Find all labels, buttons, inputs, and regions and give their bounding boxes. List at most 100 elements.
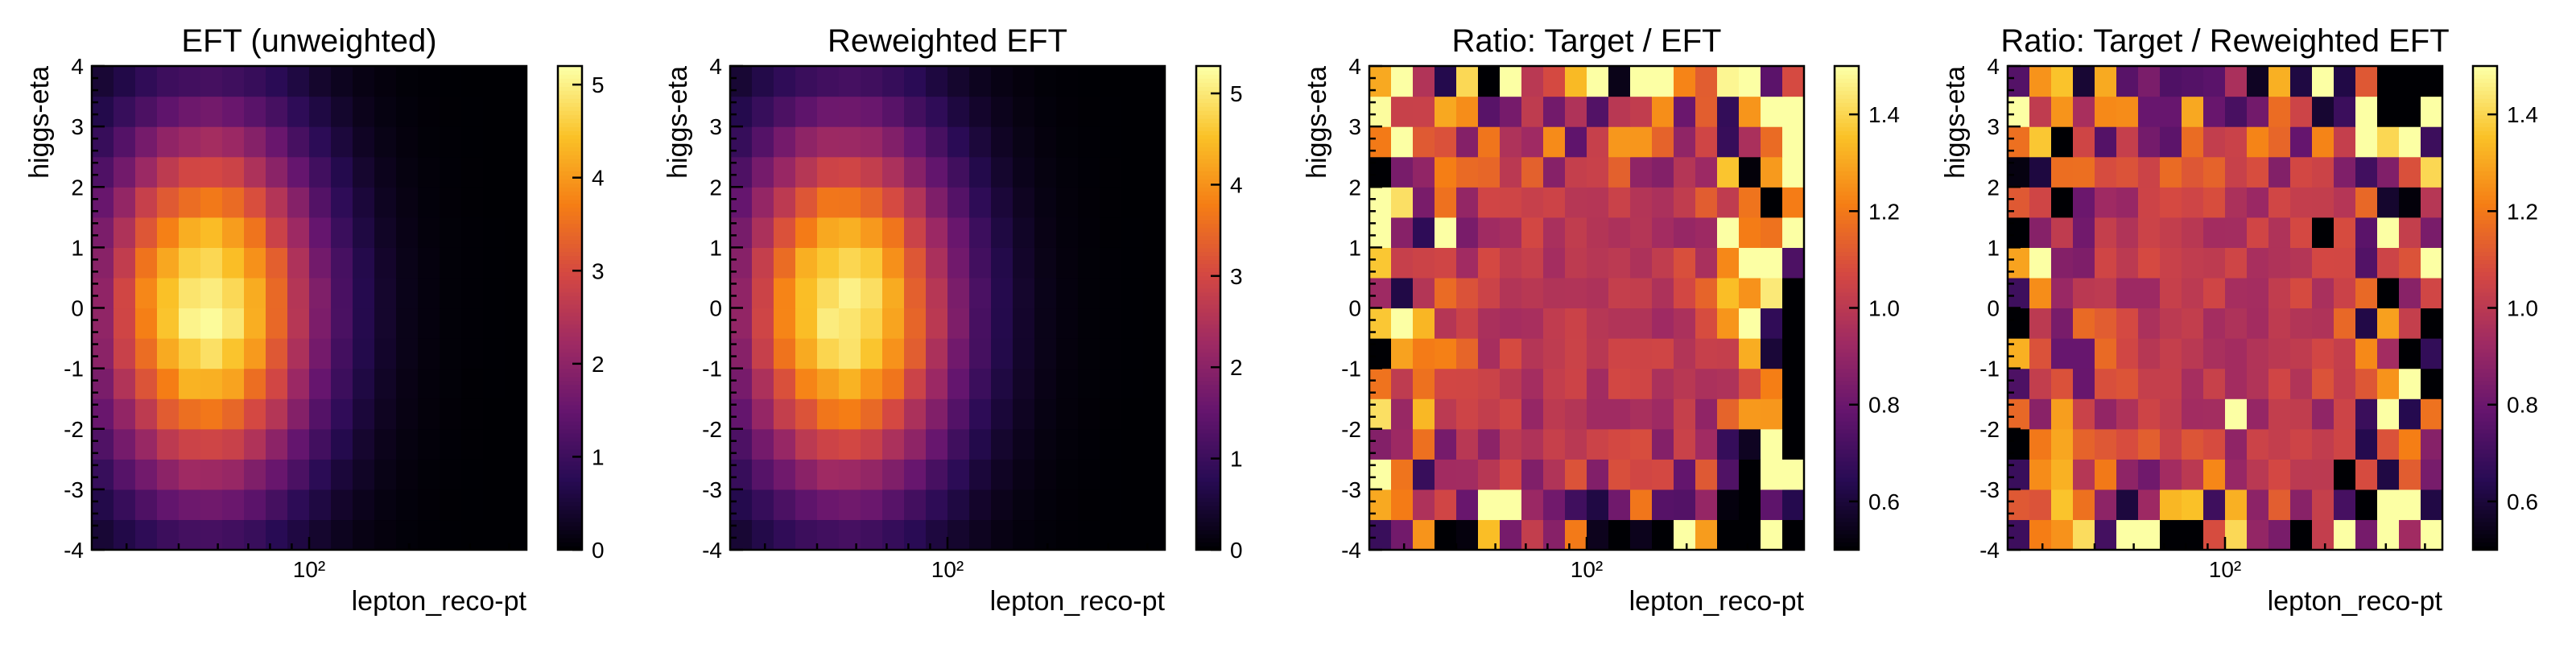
heatmap-cell bbox=[839, 368, 861, 399]
heatmap-cell bbox=[1500, 368, 1522, 399]
heatmap-cell bbox=[2051, 489, 2074, 521]
heatmap-cell bbox=[795, 187, 818, 218]
heatmap-cell bbox=[2203, 96, 2226, 127]
heatmap-cell bbox=[1565, 126, 1587, 158]
heatmap-cell bbox=[1456, 459, 1479, 490]
heatmap-cell bbox=[92, 217, 114, 248]
heatmap-cell bbox=[1521, 489, 1544, 521]
heatmap-cell bbox=[244, 66, 266, 97]
heatmap-cell bbox=[882, 459, 905, 490]
x-axis-label: lepton_reco-pt bbox=[1629, 586, 1805, 617]
heatmap-cell bbox=[222, 307, 245, 339]
heatmap-cell bbox=[1521, 66, 1544, 97]
heatmap-cell bbox=[795, 428, 818, 460]
heatmap-cell bbox=[418, 187, 440, 218]
heatmap-cell bbox=[2160, 126, 2182, 158]
colorbar-segment bbox=[2473, 460, 2497, 466]
heatmap-cell bbox=[1608, 519, 1631, 551]
heatmap-cell bbox=[2029, 66, 2052, 97]
colorbar-segment bbox=[1835, 364, 1859, 369]
colorbar-tick-label: 1.0 bbox=[2507, 296, 2538, 321]
heatmap-cell bbox=[2290, 307, 2313, 339]
heatmap-cell bbox=[309, 66, 332, 97]
y-tick-label: 4 bbox=[1348, 54, 1361, 79]
heatmap-cell bbox=[222, 459, 245, 490]
heatmap-cell bbox=[2182, 277, 2204, 309]
colorbar-segment bbox=[2473, 287, 2497, 293]
colorbar-segment bbox=[1835, 360, 1859, 365]
heatmap-cell bbox=[969, 96, 992, 127]
heatmap-cell bbox=[1565, 217, 1587, 248]
heatmap-cell bbox=[1674, 368, 1696, 399]
heatmap-cell bbox=[266, 398, 288, 430]
heatmap-cell bbox=[2399, 428, 2421, 460]
heatmap-cell bbox=[1652, 247, 1674, 279]
colorbar-segment bbox=[1835, 481, 1859, 486]
heatmap-cell bbox=[287, 398, 310, 430]
colorbar-segment bbox=[1196, 336, 1220, 341]
colorbar-segment bbox=[1196, 94, 1220, 99]
heatmap-cell bbox=[1587, 156, 1609, 188]
heatmap-cell bbox=[1500, 398, 1522, 430]
colorbar-segment bbox=[1835, 473, 1859, 478]
heatmap-cell bbox=[1143, 519, 1166, 551]
heatmap-cell bbox=[774, 398, 796, 430]
heatmap-cell bbox=[1761, 338, 1783, 369]
heatmap-cell bbox=[2377, 66, 2400, 97]
heatmap-cell bbox=[774, 217, 796, 248]
colorbar-segment bbox=[558, 203, 582, 208]
colorbar-segment bbox=[1196, 231, 1220, 237]
heatmap-cell bbox=[1078, 217, 1100, 248]
heatmap-cell bbox=[1500, 489, 1522, 521]
heatmap-cell bbox=[200, 519, 223, 551]
heatmap-cell bbox=[2051, 428, 2074, 460]
heatmap-cell bbox=[2225, 96, 2248, 127]
heatmap-cell bbox=[882, 126, 905, 158]
heatmap-cell bbox=[1456, 519, 1479, 551]
heatmap-cell bbox=[882, 428, 905, 460]
colorbar-segment bbox=[1835, 187, 1859, 192]
heatmap-cell bbox=[1717, 277, 1740, 309]
heatmap-cell bbox=[1695, 459, 1718, 490]
colorbar-segment bbox=[558, 464, 582, 470]
heatmap-cell bbox=[331, 277, 353, 309]
heatmap-cell bbox=[861, 428, 883, 460]
heatmap-cell bbox=[2138, 156, 2161, 188]
heatmap-cell bbox=[2268, 307, 2291, 339]
heatmap-cell bbox=[2399, 459, 2421, 490]
heatmap-cell bbox=[1565, 247, 1587, 279]
heatmap-cell bbox=[1739, 368, 1761, 399]
heatmap-cell bbox=[114, 66, 136, 97]
heatmap-cell bbox=[1391, 96, 1414, 127]
heatmap-cell bbox=[1013, 338, 1035, 369]
heatmap-cell bbox=[266, 96, 288, 127]
colorbar-segment bbox=[558, 412, 582, 418]
heatmap-cell bbox=[179, 428, 201, 460]
heatmap-cell bbox=[396, 459, 419, 490]
heatmap-cell bbox=[1739, 126, 1761, 158]
heatmap-cell bbox=[309, 307, 332, 339]
heatmap-cell bbox=[1630, 398, 1653, 430]
heatmap-cell bbox=[1739, 428, 1761, 460]
heatmap-cell bbox=[2051, 338, 2074, 369]
heatmap-cell bbox=[904, 187, 927, 218]
heatmap-cell bbox=[374, 307, 397, 339]
colorbar-segment bbox=[1835, 82, 1859, 87]
heatmap-cell bbox=[135, 156, 158, 188]
heatmap-cell bbox=[839, 338, 861, 369]
colorbar-segment bbox=[1835, 295, 1859, 301]
heatmap-cell bbox=[1391, 428, 1414, 460]
colorbar-tick-label: 5 bbox=[592, 72, 605, 97]
colorbar-segment bbox=[2473, 307, 2497, 313]
heatmap-cell bbox=[2421, 217, 2443, 248]
heatmap-cell bbox=[1652, 459, 1674, 490]
colorbar-segment bbox=[2473, 102, 2497, 107]
heatmap-cell bbox=[991, 217, 1013, 248]
heatmap-cell bbox=[1565, 459, 1587, 490]
colorbar-segment bbox=[2473, 477, 2497, 482]
colorbar-segment bbox=[2473, 114, 2497, 119]
colorbar-segment bbox=[2473, 501, 2497, 506]
heatmap-cell bbox=[1369, 277, 1392, 309]
heatmap-cell bbox=[1717, 217, 1740, 248]
